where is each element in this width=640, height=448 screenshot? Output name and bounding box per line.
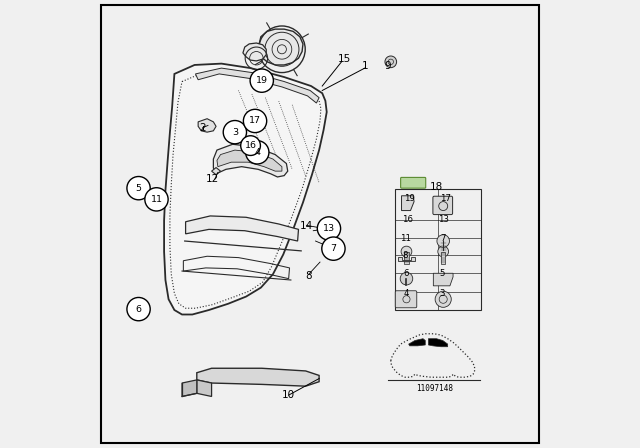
Text: 9: 9 — [384, 61, 390, 71]
Circle shape — [435, 291, 451, 307]
Circle shape — [322, 237, 345, 260]
Polygon shape — [409, 339, 425, 346]
Text: 11097148: 11097148 — [416, 384, 452, 393]
Text: 8: 8 — [305, 271, 312, 280]
Text: 7: 7 — [330, 244, 337, 253]
Circle shape — [145, 188, 168, 211]
Circle shape — [250, 69, 273, 92]
Text: 17: 17 — [440, 194, 451, 202]
Text: 5: 5 — [136, 184, 141, 193]
Text: 14: 14 — [300, 221, 313, 231]
Text: 4: 4 — [404, 289, 409, 298]
Polygon shape — [401, 196, 414, 211]
Text: 5: 5 — [440, 269, 445, 278]
Text: 11: 11 — [399, 234, 411, 243]
FancyBboxPatch shape — [396, 291, 417, 308]
Text: 4: 4 — [254, 148, 260, 157]
Circle shape — [246, 141, 269, 164]
Text: 3: 3 — [440, 289, 445, 298]
Circle shape — [243, 109, 267, 133]
Circle shape — [127, 297, 150, 321]
Text: 8: 8 — [403, 251, 408, 260]
Polygon shape — [196, 380, 212, 396]
Text: 17: 17 — [249, 116, 261, 125]
Circle shape — [317, 217, 340, 240]
Circle shape — [401, 246, 412, 257]
Polygon shape — [217, 150, 282, 171]
Text: 13: 13 — [438, 215, 449, 224]
Bar — [441, 251, 445, 264]
Bar — [404, 251, 409, 264]
Polygon shape — [195, 68, 319, 103]
Text: 16: 16 — [402, 215, 413, 224]
Text: 19: 19 — [404, 194, 415, 202]
Text: 15: 15 — [338, 54, 351, 64]
Text: 16: 16 — [244, 141, 257, 150]
Circle shape — [241, 136, 260, 155]
Polygon shape — [164, 64, 326, 314]
Text: 6: 6 — [404, 269, 409, 278]
Polygon shape — [212, 168, 221, 175]
Polygon shape — [243, 43, 266, 61]
Text: 19: 19 — [256, 76, 268, 85]
Text: 2: 2 — [199, 123, 206, 133]
Text: 1: 1 — [362, 61, 368, 71]
Bar — [396, 189, 481, 310]
Text: 7: 7 — [440, 234, 446, 243]
Circle shape — [385, 56, 397, 68]
Circle shape — [223, 121, 246, 144]
Polygon shape — [433, 273, 453, 286]
Polygon shape — [213, 144, 288, 177]
Polygon shape — [186, 216, 298, 241]
Text: 6: 6 — [136, 305, 141, 314]
Text: 10: 10 — [282, 390, 295, 400]
FancyBboxPatch shape — [401, 177, 426, 188]
Polygon shape — [182, 380, 196, 396]
Text: 12: 12 — [206, 174, 219, 184]
Polygon shape — [198, 119, 216, 132]
Polygon shape — [196, 368, 319, 386]
Text: 11: 11 — [150, 195, 163, 204]
Text: 3: 3 — [232, 128, 238, 137]
Polygon shape — [398, 257, 415, 261]
Circle shape — [437, 235, 449, 247]
Circle shape — [438, 246, 449, 257]
Circle shape — [127, 177, 150, 200]
Text: 18: 18 — [430, 182, 443, 192]
Polygon shape — [259, 29, 303, 65]
FancyBboxPatch shape — [433, 196, 452, 215]
Circle shape — [400, 272, 413, 285]
Text: 13: 13 — [323, 224, 335, 233]
Polygon shape — [428, 339, 448, 347]
